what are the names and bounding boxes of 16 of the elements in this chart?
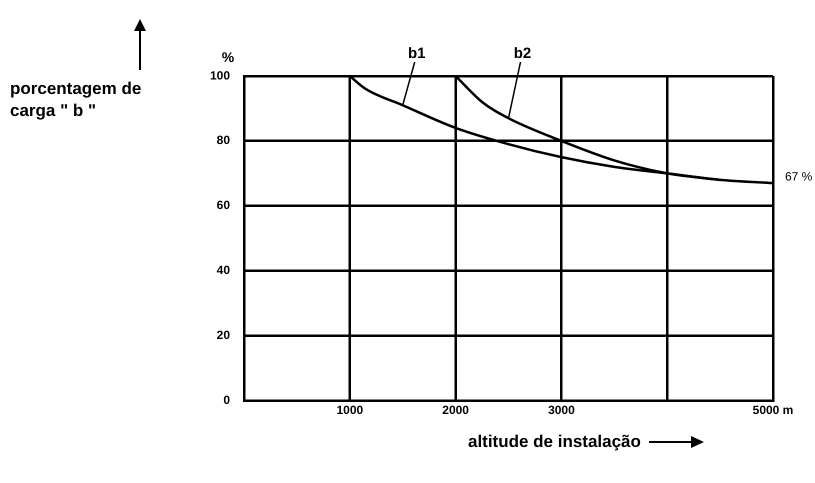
x-tick-label: 5000 m bbox=[752, 403, 794, 418]
x-tick-label: 3000 bbox=[548, 403, 576, 418]
x-tick-label: 1000 bbox=[336, 403, 364, 418]
text: b1 bbox=[408, 45, 426, 62]
y-tick-label: 20 bbox=[216, 328, 230, 342]
y-tick-label: 80 bbox=[216, 133, 230, 148]
annotation: 67 % bbox=[785, 169, 813, 184]
text: b2 bbox=[514, 45, 532, 62]
y-tick-label: 40 bbox=[216, 263, 230, 278]
x-axis-title: altitude de instalação bbox=[468, 432, 641, 452]
y-tick-label: 100 bbox=[210, 68, 230, 82]
x-tick-label: 2000 bbox=[442, 403, 470, 418]
y-tick-label: 60 bbox=[216, 198, 230, 212]
y-tick-label: 0 bbox=[223, 392, 230, 407]
y-axis-title: porcentagem de carga " b " bbox=[10, 78, 142, 122]
text: % bbox=[222, 49, 235, 65]
